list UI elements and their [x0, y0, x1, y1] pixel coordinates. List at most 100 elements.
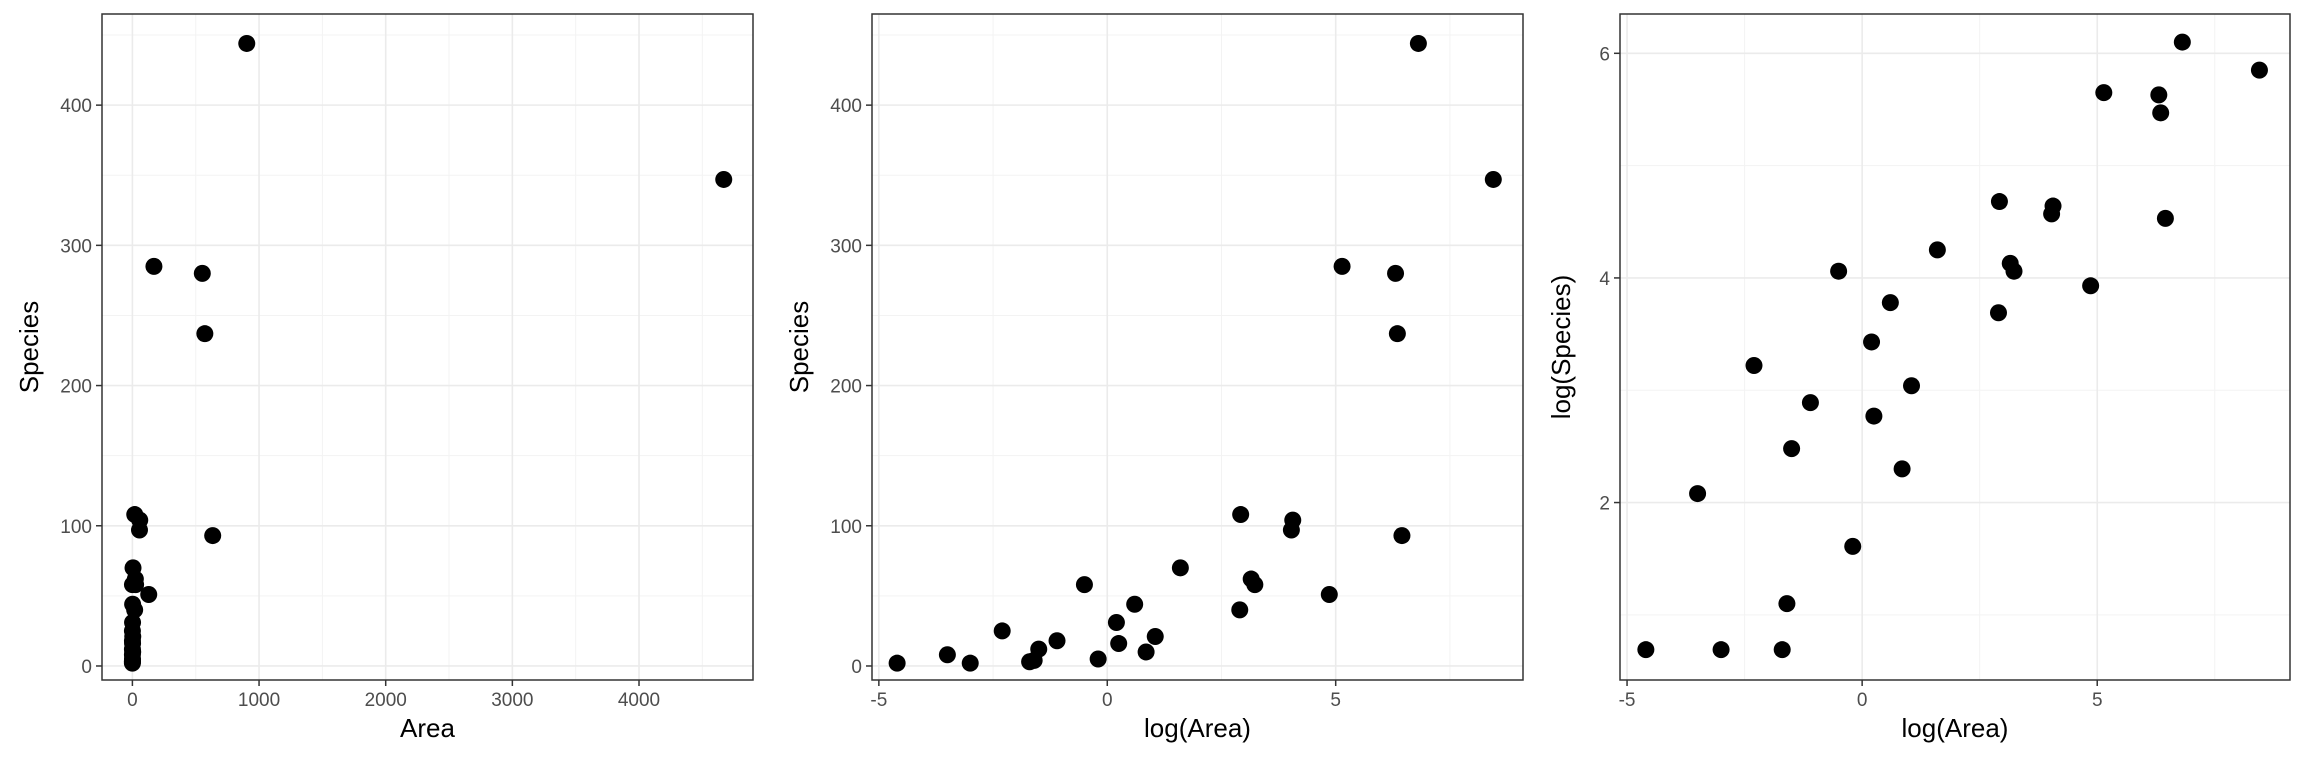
scatter-point: [126, 601, 144, 619]
scatter-point: [131, 511, 149, 529]
scatter-point: [1783, 440, 1801, 458]
scatter-point: [2044, 197, 2062, 215]
panel-border: [1619, 13, 2291, 681]
x-tick-label: 0: [1102, 690, 1113, 711]
y-tick-label: 2: [1599, 494, 1610, 515]
panel-border: [101, 13, 754, 681]
x-tick-label: 2000: [365, 690, 407, 711]
scatter-point: [1146, 628, 1164, 646]
scatter-point: [1863, 333, 1881, 351]
scatter-point: [1989, 304, 2007, 322]
scatter-point: [938, 646, 956, 664]
scatter-point: [1844, 537, 1862, 555]
scatter-point: [2082, 277, 2100, 295]
scatter-point: [1320, 585, 1338, 603]
y-tick-label: 200: [830, 377, 862, 398]
scatter-point: [1801, 394, 1819, 412]
scatter-point: [1089, 650, 1107, 668]
scatter-point: [1171, 559, 1189, 577]
scatter-point: [1689, 485, 1707, 503]
scatter-point: [124, 628, 142, 646]
scatter-point: [1030, 640, 1048, 658]
scatter-point: [1830, 262, 1848, 280]
x-tick-label: 1000: [238, 690, 280, 711]
scatter-point: [1484, 170, 1502, 188]
x-tick-label: 5: [2092, 690, 2103, 711]
y-tick-label: 0: [851, 657, 862, 678]
scatter-point: [888, 654, 906, 672]
y-tick-label: 300: [60, 236, 92, 257]
scatter-point: [238, 34, 256, 52]
y-axis-title: Species: [784, 301, 814, 394]
panel-background: [872, 14, 1523, 680]
scatter-point: [145, 257, 163, 275]
scatter-point: [204, 527, 222, 545]
panel-border: [871, 13, 1524, 681]
scatter-point: [2152, 104, 2170, 122]
x-axis-title: log(Area): [1902, 713, 2009, 743]
scatter-point: [2173, 33, 2191, 51]
scatter-point: [193, 264, 211, 282]
y-tick-label: 400: [830, 96, 862, 117]
scatter-point: [1990, 193, 2008, 211]
y-tick-label: 4: [1599, 269, 1610, 290]
x-tick-label: 3000: [491, 690, 533, 711]
scatter-panel-area-vs-species: 0 1000 2000 3000 4000 0 100 200 300 400 Area Specie…: [14, 13, 754, 743]
panel-background: [1620, 14, 2290, 680]
scatter-point: [1048, 632, 1066, 650]
x-tick-label: 5: [1330, 690, 1341, 711]
scatter-point: [1778, 595, 1796, 613]
scatter-point: [1137, 643, 1155, 661]
scatter-point: [1773, 641, 1791, 659]
scatter-point: [140, 585, 158, 603]
y-tick-label: 200: [60, 377, 92, 398]
y-tick-label: 100: [60, 517, 92, 538]
scatter-point: [1865, 407, 1883, 425]
scatter-point: [1110, 635, 1128, 653]
scatter-point: [196, 325, 214, 343]
scatter-point: [1387, 264, 1405, 282]
scatter-point: [2095, 84, 2113, 102]
y-tick-label: 0: [81, 657, 92, 678]
scatter-point: [1881, 294, 1899, 312]
x-tick-label: 4000: [618, 690, 660, 711]
scatter-point: [1903, 377, 1921, 395]
scatter-point: [2156, 209, 2174, 227]
y-axis-title: log(Species): [1546, 275, 1576, 420]
y-tick-label: 100: [830, 517, 862, 538]
scatter-point: [1409, 34, 1427, 52]
y-tick-label: 400: [60, 96, 92, 117]
scatter-point: [993, 622, 1011, 640]
scatter-point: [961, 654, 979, 672]
y-tick-label: 6: [1599, 44, 1610, 65]
x-tick-label: 0: [127, 690, 138, 711]
scatter-point: [1107, 614, 1125, 632]
scatter-point: [1126, 595, 1144, 613]
scatter-point: [1637, 641, 1655, 659]
scatter-point: [2005, 262, 2023, 280]
y-tick-label: 300: [830, 236, 862, 257]
scatter-point: [124, 643, 142, 661]
scatter-point: [2250, 61, 2268, 79]
scatter-point: [1246, 576, 1264, 594]
scatter-point: [1388, 325, 1406, 343]
scatter-point: [127, 576, 145, 594]
y-axis-title: Species: [14, 301, 44, 394]
scatter-point: [2150, 86, 2168, 104]
x-tick-label: -5: [870, 690, 887, 711]
x-axis-title: Area: [400, 713, 455, 743]
scatter-point: [1393, 527, 1411, 545]
scatter-panel-logarea-vs-logspecies: -5 0 5 2 4 6 log(Area) log(Species): [1546, 13, 2291, 743]
scatter-point: [1712, 641, 1730, 659]
scatter-point: [715, 170, 733, 188]
scatter-point: [1928, 241, 1946, 259]
scatter-point: [1284, 511, 1302, 529]
scatter-point: [1075, 576, 1093, 594]
scatter-point: [1745, 357, 1763, 375]
scatter-point: [124, 614, 142, 632]
panel-background: [102, 14, 753, 680]
x-tick-label: 0: [1857, 690, 1868, 711]
x-tick-label: -5: [1619, 690, 1636, 711]
